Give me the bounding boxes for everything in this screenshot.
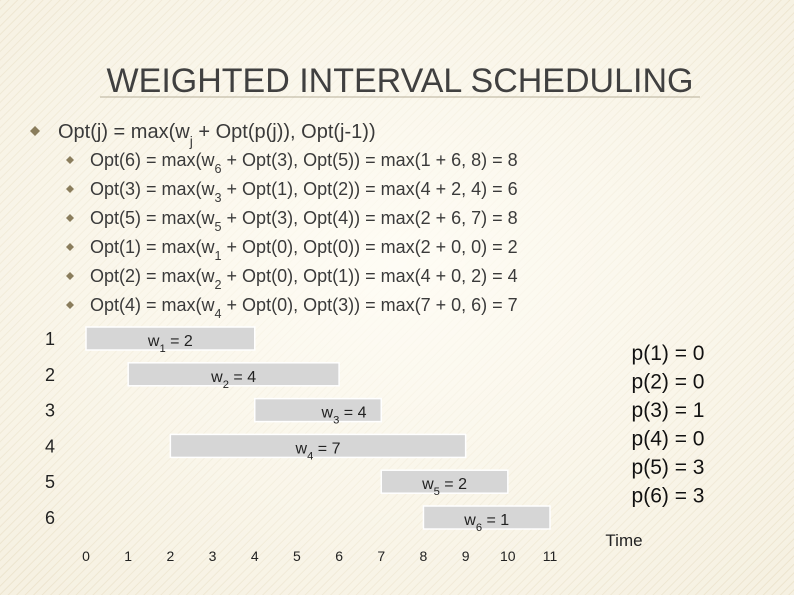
bullet-icon xyxy=(30,126,40,136)
text-run: = 7 xyxy=(313,440,340,457)
time-tick-label: 1 xyxy=(124,548,132,564)
time-tick-label: 5 xyxy=(293,548,301,564)
subscript: 4 xyxy=(215,307,222,321)
text-run: + Opt(0), Opt(3)) = max(7 + 0, 6) = 7 xyxy=(222,295,518,315)
sub-bullet: Opt(2) = max(w2 + Opt(0), Opt(1)) = max(… xyxy=(90,266,518,292)
text-run: w xyxy=(147,333,160,350)
time-tick-label: 2 xyxy=(166,548,174,564)
content: Opt(j) = max(wj + Opt(p(j)), Opt(j-1))Op… xyxy=(30,121,704,564)
bullet-icon xyxy=(66,243,74,251)
subscript: 6 xyxy=(476,522,482,534)
text-run: = 1 xyxy=(482,512,509,529)
p-value: p(2) = 0 xyxy=(632,371,705,394)
text-run: + Opt(3), Opt(5)) = max(1 + 6, 8) = 8 xyxy=(222,150,518,170)
text-run: = 2 xyxy=(440,476,467,493)
subscript: 1 xyxy=(159,343,165,355)
text-run: Opt(4) = max(w xyxy=(90,295,216,315)
main-bullet: Opt(j) = max(wj + Opt(p(j)), Opt(j-1)) xyxy=(58,121,376,149)
row-label: 3 xyxy=(45,401,55,421)
text-run: w xyxy=(295,440,308,457)
time-tick-label: 6 xyxy=(335,548,343,564)
sub-bullet: Opt(1) = max(w1 + Opt(0), Opt(0)) = max(… xyxy=(90,237,518,263)
time-tick-label: 10 xyxy=(500,548,516,564)
time-tick-label: 4 xyxy=(251,548,259,564)
interval-bar xyxy=(422,505,551,530)
sub-bullet: Opt(3) = max(w3 + Opt(1), Opt(2)) = max(… xyxy=(90,179,518,205)
interval-weight-label: w5 = 2 xyxy=(421,476,467,498)
text-run: w xyxy=(321,405,334,422)
time-tick-label: 3 xyxy=(209,548,217,564)
time-tick-label: 11 xyxy=(543,548,558,564)
row-label: 4 xyxy=(45,436,55,456)
interval-weight-label: w1 = 2 xyxy=(147,333,193,355)
time-tick-label: 9 xyxy=(462,548,470,564)
p-value: p(5) = 3 xyxy=(632,456,705,479)
slide-title: WEIGHTED INTERVAL SCHEDULING xyxy=(107,62,694,100)
interval-weight-label: w2 = 4 xyxy=(210,369,256,391)
bullet-icon xyxy=(66,272,74,280)
time-tick-label: 7 xyxy=(377,548,385,564)
text-run: + Opt(1), Opt(2)) = max(4 + 2, 4) = 6 xyxy=(222,179,518,199)
row-label: 5 xyxy=(45,472,55,492)
subscript: 1 xyxy=(215,249,222,263)
interval-bar xyxy=(127,362,340,387)
bullet-icon xyxy=(66,214,74,222)
interval-weight-label: w3 = 4 xyxy=(321,405,367,427)
interval-weight-label: w6 = 1 xyxy=(463,512,509,534)
p-value: p(1) = 0 xyxy=(632,342,705,365)
p-value: p(4) = 0 xyxy=(632,428,705,451)
text-run: w xyxy=(463,512,476,529)
subscript: 2 xyxy=(215,278,222,292)
text-run: + Opt(0), Opt(1)) = max(4 + 0, 2) = 4 xyxy=(222,266,518,286)
subscript: 2 xyxy=(223,379,229,391)
subscript: 3 xyxy=(333,415,339,427)
row-label: 2 xyxy=(45,365,55,385)
sub-bullet: Opt(5) = max(w5 + Opt(3), Opt(4)) = max(… xyxy=(90,208,518,234)
p-value: p(3) = 1 xyxy=(632,399,705,422)
interval-bar xyxy=(85,326,256,351)
time-tick-label: 8 xyxy=(420,548,428,564)
text-run: + Opt(3), Opt(4)) = max(2 + 6, 7) = 8 xyxy=(222,208,518,228)
text-run: + Opt(p(j)), Opt(j-1)) xyxy=(193,121,376,143)
p-value: p(6) = 3 xyxy=(632,485,705,508)
subscript: 5 xyxy=(434,486,440,498)
subscript: j xyxy=(189,133,193,149)
text-run: Opt(3) = max(w xyxy=(90,179,216,199)
bullet-icon xyxy=(66,185,74,193)
text-run: w xyxy=(421,476,434,493)
text-run: Opt(j) = max(w xyxy=(58,121,190,143)
subscript: 3 xyxy=(215,191,222,205)
subscript: 6 xyxy=(215,162,222,176)
text-run: Opt(2) = max(w xyxy=(90,266,216,286)
text-run: = 4 xyxy=(229,369,256,386)
sub-bullet: Opt(4) = max(w4 + Opt(0), Opt(3)) = max(… xyxy=(90,295,518,321)
sub-bullet: Opt(6) = max(w6 + Opt(3), Opt(5)) = max(… xyxy=(90,150,518,176)
text-run: = 2 xyxy=(166,333,193,350)
text-run: Opt(6) = max(w xyxy=(90,150,216,170)
subscript: 5 xyxy=(215,220,222,234)
text-run: Opt(1) = max(w xyxy=(90,237,216,257)
interval-bar xyxy=(169,433,467,459)
subscript: 4 xyxy=(307,450,313,462)
interval-weight-label: w4 = 7 xyxy=(295,440,341,462)
row-label: 1 xyxy=(45,329,55,349)
interval-bar xyxy=(380,469,509,494)
time-axis-label: Time xyxy=(605,531,642,550)
text-run: = 4 xyxy=(339,405,366,422)
text-run: + Opt(0), Opt(0)) = max(2 + 0, 0) = 2 xyxy=(222,237,518,257)
time-tick-label: 0 xyxy=(82,548,90,564)
bullet-icon xyxy=(66,156,74,164)
interval-bar xyxy=(253,397,383,423)
text-run: w xyxy=(210,369,223,386)
text-run: Opt(5) = max(w xyxy=(90,208,216,228)
bullet-icon xyxy=(66,301,74,309)
row-label: 6 xyxy=(45,508,55,528)
